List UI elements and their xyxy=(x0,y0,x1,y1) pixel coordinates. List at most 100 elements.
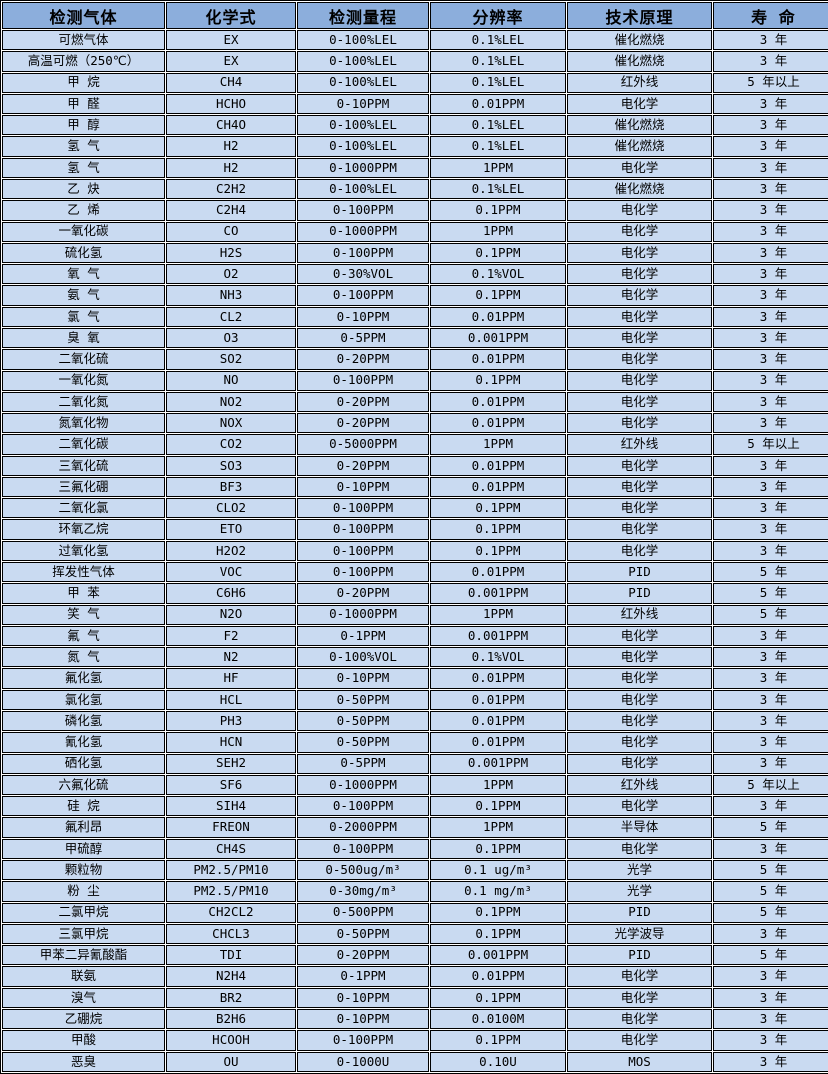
cell-principle: 电化学 xyxy=(567,753,712,774)
cell-range: 0-5PPM xyxy=(297,327,429,349)
cell-principle: 电化学 xyxy=(567,838,712,859)
table-row: 氨 气 NH3 0-100PPM 0.1PPM 电化学 3 年 xyxy=(2,285,828,306)
cell-principle: 红外线 xyxy=(567,72,712,93)
cell-gas: 氟利昂 xyxy=(2,817,165,838)
cell-resolution: 0.1PPM xyxy=(430,987,566,1008)
cell-lifespan: 3 年 xyxy=(713,498,828,519)
cell-lifespan: 3 年 xyxy=(713,711,828,732)
cell-range: 0-500ug/m³ xyxy=(297,859,429,881)
cell-gas: 硅 烷 xyxy=(2,796,165,817)
cell-principle: 电化学 xyxy=(567,668,712,689)
cell-formula: HCHO xyxy=(166,93,296,115)
cell-lifespan: 3 年 xyxy=(713,966,828,987)
cell-lifespan: 3 年 xyxy=(713,115,828,136)
cell-gas: 环氧乙烷 xyxy=(2,519,165,540)
cell-resolution: 0.01PPM xyxy=(430,349,566,370)
cell-gas: 甲 醛 xyxy=(2,93,165,115)
cell-gas: 联氨 xyxy=(2,966,165,987)
cell-lifespan: 3 年 xyxy=(713,413,828,434)
cell-range: 0-100%LEL xyxy=(297,72,429,93)
cell-range: 0-100PPM xyxy=(297,285,429,306)
cell-gas: 粉 尘 xyxy=(2,881,165,902)
cell-formula: B2H6 xyxy=(166,1008,296,1030)
table-row: 甲 苯 C6H6 0-20PPM 0.001PPM PID 5 年 xyxy=(2,583,828,604)
cell-formula: CH4S xyxy=(166,838,296,859)
cell-lifespan: 5 年 xyxy=(713,859,828,881)
cell-gas: 臭 氧 xyxy=(2,327,165,349)
cell-gas: 氰化氢 xyxy=(2,732,165,753)
cell-lifespan: 3 年 xyxy=(713,200,828,221)
cell-formula: FREON xyxy=(166,817,296,838)
cell-range: 0-100%LEL xyxy=(297,136,429,157)
cell-range: 0-100PPM xyxy=(297,370,429,391)
cell-principle: 红外线 xyxy=(567,774,712,796)
cell-principle: 催化燃烧 xyxy=(567,136,712,157)
table-row: 氢 气 H2 0-1000PPM 1PPM 电化学 3 年 xyxy=(2,157,828,178)
cell-formula: O3 xyxy=(166,327,296,349)
cell-gas: 溴气 xyxy=(2,987,165,1008)
cell-range: 0-30mg/m³ xyxy=(297,881,429,902)
cell-resolution: 0.1PPM xyxy=(430,1030,566,1051)
table-row: 氯化氢 HCL 0-50PPM 0.01PPM 电化学 3 年 xyxy=(2,689,828,710)
column-header-principle: 技术原理 xyxy=(567,2,712,29)
cell-gas: 甲 苯 xyxy=(2,583,165,604)
cell-formula: CH4O xyxy=(166,115,296,136)
table-row: 甲 醇 CH4O 0-100%LEL 0.1%LEL 催化燃烧 3 年 xyxy=(2,115,828,136)
cell-resolution: 0.1%VOL xyxy=(430,264,566,285)
cell-resolution: 0.001PPM xyxy=(430,583,566,604)
cell-range: 0-50PPM xyxy=(297,689,429,710)
cell-principle: 电化学 xyxy=(567,540,712,562)
cell-range: 0-10PPM xyxy=(297,668,429,689)
cell-gas: 氯化氢 xyxy=(2,689,165,710)
cell-lifespan: 3 年 xyxy=(713,1030,828,1051)
cell-resolution: 0.1PPM xyxy=(430,285,566,306)
cell-principle: 电化学 xyxy=(567,711,712,732)
cell-gas: 甲酸 xyxy=(2,1030,165,1051)
cell-formula: C6H6 xyxy=(166,583,296,604)
cell-lifespan: 3 年 xyxy=(713,838,828,859)
cell-range: 0-100PPM xyxy=(297,242,429,264)
table-row: 氯 气 CL2 0-10PPM 0.01PPM 电化学 3 年 xyxy=(2,306,828,327)
table-row: 氮氧化物 NOX 0-20PPM 0.01PPM 电化学 3 年 xyxy=(2,413,828,434)
cell-gas: 甲苯二异氰酸酯 xyxy=(2,945,165,966)
cell-range: 0-5000PPM xyxy=(297,434,429,455)
cell-lifespan: 3 年 xyxy=(713,796,828,817)
cell-principle: 半导体 xyxy=(567,817,712,838)
cell-formula: VOC xyxy=(166,562,296,583)
cell-gas: 氨 气 xyxy=(2,285,165,306)
cell-resolution: 1PPM xyxy=(430,157,566,178)
column-header-lifespan: 寿 命 xyxy=(713,2,828,29)
cell-range: 0-1PPM xyxy=(297,625,429,647)
cell-range: 0-50PPM xyxy=(297,923,429,945)
cell-formula: F2 xyxy=(166,625,296,647)
table-row: 乙硼烷 B2H6 0-10PPM 0.0100M 电化学 3 年 xyxy=(2,1008,828,1030)
cell-resolution: 0.001PPM xyxy=(430,945,566,966)
cell-resolution: 0.1%LEL xyxy=(430,178,566,200)
cell-range: 0-100PPM xyxy=(297,540,429,562)
cell-principle: 电化学 xyxy=(567,796,712,817)
cell-resolution: 0.1 mg/m³ xyxy=(430,881,566,902)
cell-range: 0-100PPM xyxy=(297,562,429,583)
cell-lifespan: 3 年 xyxy=(713,732,828,753)
cell-resolution: 0.01PPM xyxy=(430,93,566,115)
cell-formula: CO2 xyxy=(166,434,296,455)
cell-formula: NH3 xyxy=(166,285,296,306)
cell-gas: 恶臭 xyxy=(2,1051,165,1072)
table-row: 乙 烯 C2H4 0-100PPM 0.1PPM 电化学 3 年 xyxy=(2,200,828,221)
cell-gas: 乙 炔 xyxy=(2,178,165,200)
cell-range: 0-1PPM xyxy=(297,966,429,987)
cell-resolution: 0.001PPM xyxy=(430,753,566,774)
cell-gas: 高温可燃（250℃） xyxy=(2,51,165,72)
cell-principle: 催化燃烧 xyxy=(567,115,712,136)
cell-range: 0-10PPM xyxy=(297,476,429,498)
cell-resolution: 1PPM xyxy=(430,221,566,242)
cell-formula: N2O xyxy=(166,604,296,625)
cell-range: 0-100%VOL xyxy=(297,647,429,668)
table-row: 氰化氢 HCN 0-50PPM 0.01PPM 电化学 3 年 xyxy=(2,732,828,753)
cell-lifespan: 3 年 xyxy=(713,370,828,391)
cell-resolution: 0.1PPM xyxy=(430,838,566,859)
cell-gas: 甲硫醇 xyxy=(2,838,165,859)
cell-principle: PID xyxy=(567,583,712,604)
column-header-resolution: 分辨率 xyxy=(430,2,566,29)
